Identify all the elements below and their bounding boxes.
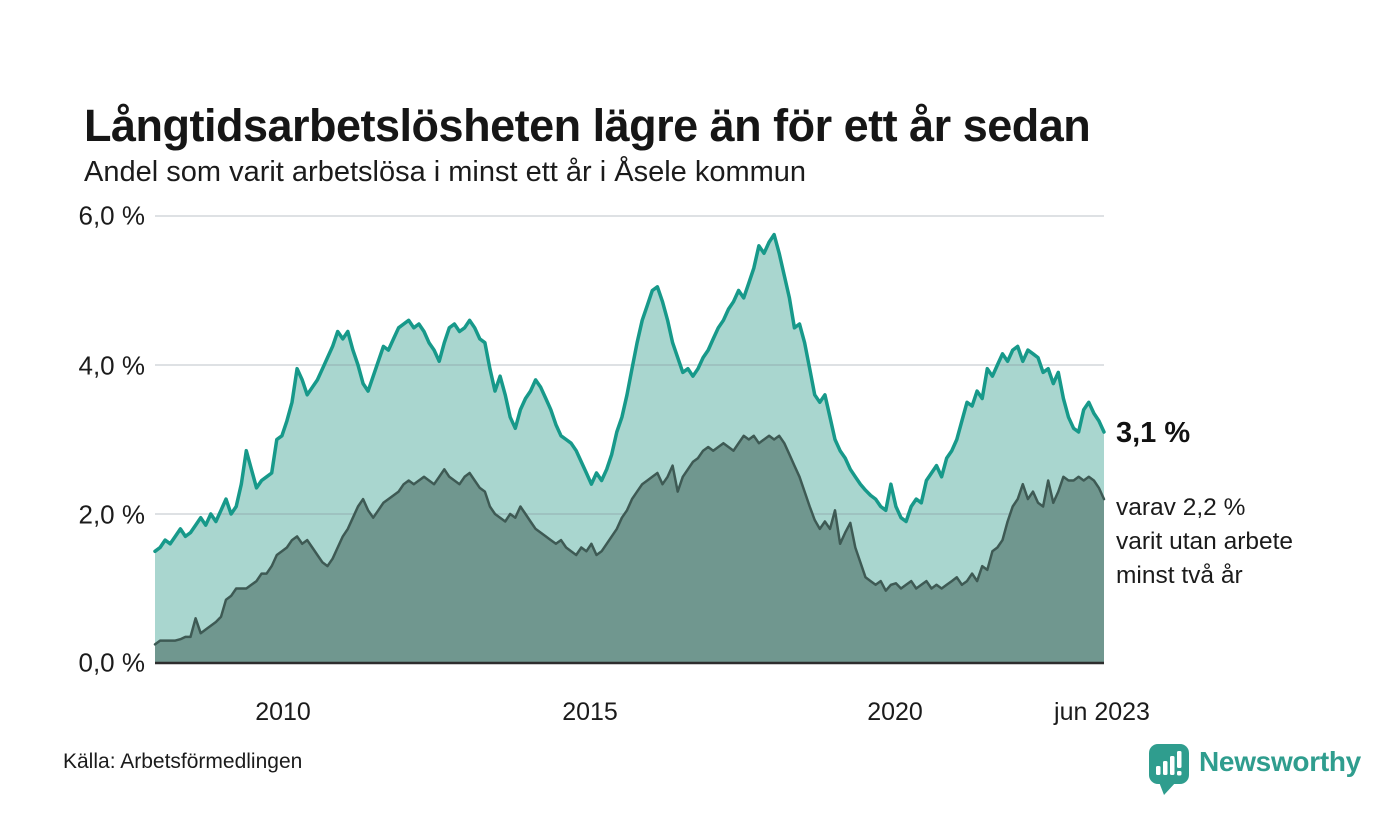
area-2yr bbox=[155, 435, 1104, 663]
x-tick-2010: 2010 bbox=[255, 698, 311, 726]
y-axis-label-4: 4,0 % bbox=[78, 350, 146, 381]
newsworthy-logo-icon bbox=[1149, 744, 1189, 795]
chart-subtitle: Andel som varit arbetslösa i minst ett å… bbox=[84, 156, 807, 188]
secondary-value-label: varav 2,2 % varit utan arbete minst två … bbox=[1116, 491, 1293, 593]
source-credit: Källa: Arbetsförmedlingen bbox=[63, 750, 303, 773]
y-axis-label-2: 2,0 % bbox=[78, 499, 146, 530]
page-title: Långtidsarbetslösheten lägre än för ett … bbox=[84, 100, 1091, 152]
y-axis-label-6: 6,0 % bbox=[78, 200, 146, 231]
area-chart bbox=[153, 215, 1106, 665]
newsworthy-brand: Newsworthy bbox=[1147, 742, 1361, 796]
x-tick-2015: 2015 bbox=[562, 698, 618, 726]
line-2yr bbox=[153, 434, 1106, 646]
y-axis-label-0: 0,0 % bbox=[78, 647, 146, 678]
x-tick-jun2023: jun 2023 bbox=[1054, 698, 1150, 726]
latest-value-label: 3,1 % bbox=[1116, 417, 1191, 449]
secondary-value-line1: varav 2,2 % bbox=[1116, 494, 1246, 521]
x-tick-2020: 2020 bbox=[867, 698, 923, 726]
newsworthy-wordmark: Newsworthy bbox=[1199, 746, 1361, 777]
secondary-value-line2: varit utan arbete bbox=[1116, 528, 1294, 555]
secondary-value-line3: minst två år bbox=[1116, 562, 1243, 589]
line-1yr bbox=[153, 232, 1106, 554]
